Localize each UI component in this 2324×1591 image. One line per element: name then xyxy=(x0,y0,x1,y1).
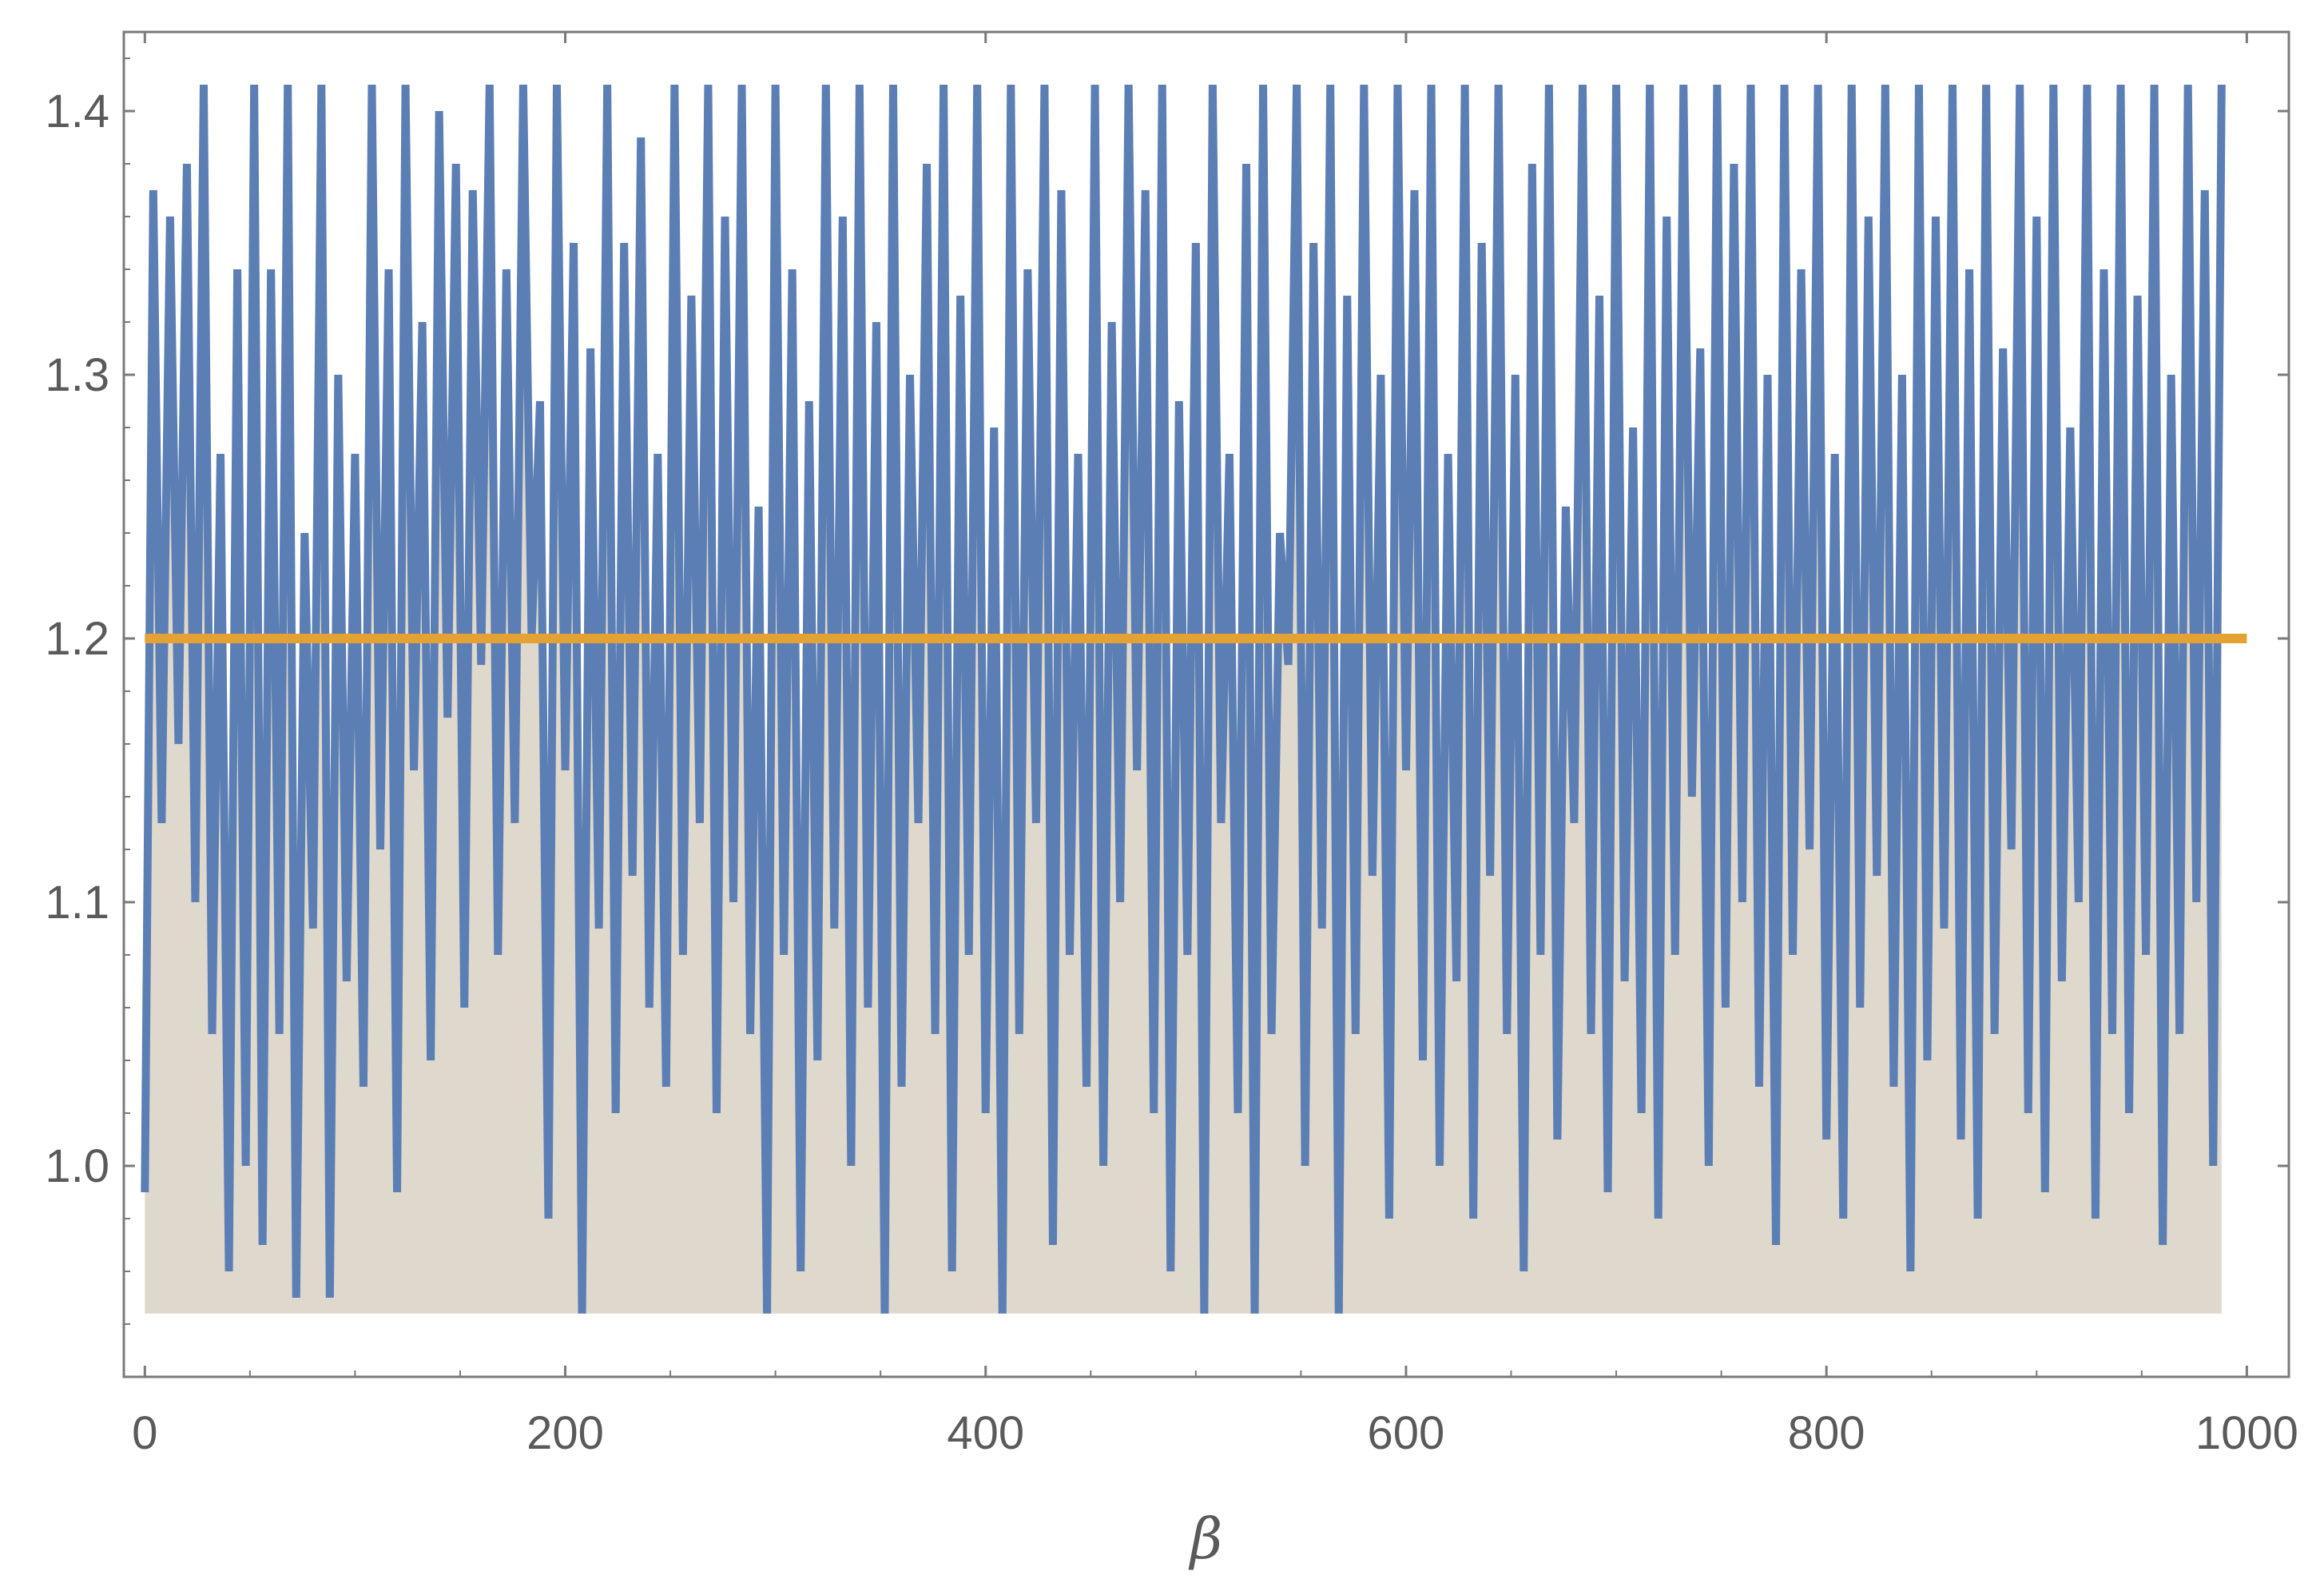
x-tick-label: 400 xyxy=(947,1407,1024,1459)
x-tick-label: 0 xyxy=(132,1407,157,1459)
x-tick-label: 1000 xyxy=(2195,1407,2298,1459)
y-tick-label: 1.2 xyxy=(45,613,109,665)
series-line-layer xyxy=(141,84,2226,1314)
series-line xyxy=(141,84,2226,1314)
x-axis-ticks: 0 200 400 600 800 1000 xyxy=(132,32,2298,1459)
x-tick-label: 200 xyxy=(526,1407,604,1459)
x-tick-label: 600 xyxy=(1368,1407,1445,1459)
y-tick-label: 1.4 xyxy=(45,86,109,137)
x-tick-label: 800 xyxy=(1788,1407,1865,1459)
plot-frame xyxy=(122,30,2290,1378)
y-tick-label: 1.0 xyxy=(45,1140,109,1192)
y-tick-label: 1.1 xyxy=(45,877,109,929)
x-axis-label: β xyxy=(1188,1506,1222,1572)
y-axis-ticks: 1.0 1.1 1.2 1.3 1.4 xyxy=(45,58,2289,1325)
y-tick-label: 1.3 xyxy=(45,349,109,401)
